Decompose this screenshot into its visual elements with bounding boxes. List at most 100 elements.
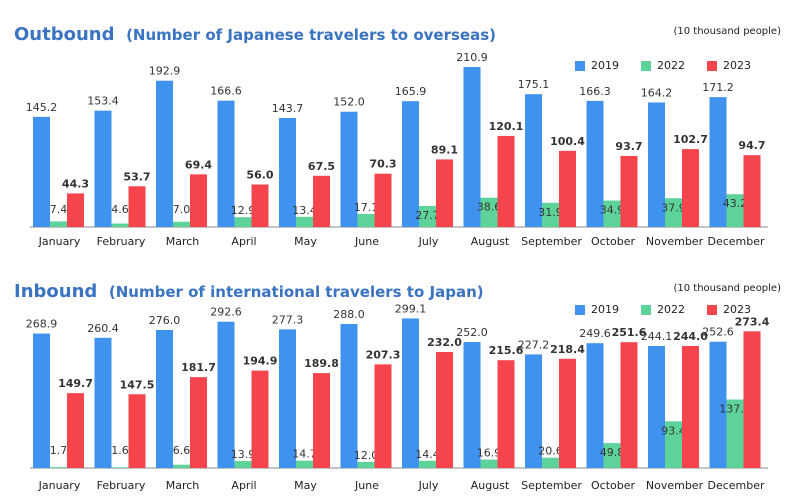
inbound-data-label-2019: 268.9 xyxy=(26,318,58,331)
outbound-category-label: April xyxy=(231,235,256,248)
inbound-title: Inbound (Number of international travele… xyxy=(14,281,484,302)
outbound-data-label-2019: 153.4 xyxy=(87,95,119,108)
inbound-bar-2022 xyxy=(542,457,559,468)
outbound-bar-2023 xyxy=(497,135,515,227)
inbound-data-label-2023: 232.0 xyxy=(427,336,462,349)
outbound-data-label-2019: 166.6 xyxy=(210,85,242,98)
outbound-bar-2019 xyxy=(33,116,50,227)
outbound-data-label-2022: 34.9 xyxy=(600,204,625,217)
outbound-bar-2022 xyxy=(173,221,190,227)
inbound-bar-2022 xyxy=(726,399,744,468)
outbound-bar-2023 xyxy=(313,175,330,227)
legend-swatch-2019 xyxy=(575,304,585,315)
inbound-data-label-2019: 260.4 xyxy=(87,322,119,335)
inbound-category-label: June xyxy=(354,479,379,492)
outbound-category-label: November xyxy=(646,235,704,248)
outbound-data-label-2019: 210.9 xyxy=(456,51,488,64)
inbound-bar-2019 xyxy=(525,354,542,468)
inbound-category-label: October xyxy=(591,479,635,492)
outbound-category-label: June xyxy=(354,235,379,248)
inbound-bar-2023 xyxy=(682,346,699,468)
outbound-bar-2022 xyxy=(111,223,129,227)
outbound-data-label-2019: 152.0 xyxy=(333,96,365,109)
inbound-subtitle: (Number of international travelers to Ja… xyxy=(108,283,484,301)
outbound-bar-2023 xyxy=(620,155,638,227)
inbound-data-label-2023: 251.6 xyxy=(612,326,647,339)
outbound-data-label-2023: 53.7 xyxy=(123,170,150,183)
inbound-category-label: May xyxy=(294,479,317,492)
inbound-data-label-2022: 1.6 xyxy=(111,444,129,457)
outbound-data-label-2022: 4.6 xyxy=(111,203,129,216)
inbound-data-label-2022: 16.9 xyxy=(477,447,502,460)
inbound-data-label-2022: 14.7 xyxy=(292,448,317,461)
outbound-category-label: May xyxy=(294,235,317,248)
inbound-bar-2022 xyxy=(173,464,190,468)
legend-label-2022: 2022 xyxy=(657,303,685,316)
inbound-bar-2023 xyxy=(743,331,761,468)
outbound-bar-2022 xyxy=(480,197,498,227)
outbound-data-label-2022: 27.7 xyxy=(415,209,440,222)
inbound-bar-2022 xyxy=(234,461,252,468)
outbound-data-label-2022: 7.4 xyxy=(50,203,68,216)
inbound-data-label-2023: 181.7 xyxy=(181,361,216,374)
inbound-bar-2019 xyxy=(463,342,481,468)
inbound-data-label-2022: 49.8 xyxy=(600,446,625,459)
inbound-bar-2023 xyxy=(559,358,576,468)
outbound-data-label-2022: 43.2 xyxy=(723,197,748,210)
inbound-data-label-2022: 20.6 xyxy=(538,445,563,458)
inbound-data-label-2023: 218.4 xyxy=(550,343,585,356)
outbound-data-label-2019: 175.1 xyxy=(518,78,550,91)
outbound-bar-2019 xyxy=(463,67,481,227)
outbound-data-label-2022: 31.9 xyxy=(538,206,563,219)
outbound-bar-2022 xyxy=(234,217,252,227)
outbound-bar-2022 xyxy=(419,205,436,227)
outbound-bar-2022 xyxy=(665,198,682,227)
outbound-data-label-2019: 143.7 xyxy=(272,102,304,115)
inbound-data-label-2023: 189.8 xyxy=(304,357,339,370)
inbound-data-label-2022: 1.7 xyxy=(50,444,68,457)
inbound-data-label-2023: 244.0 xyxy=(673,330,708,343)
inbound-unit-label: (10 thousand people) xyxy=(673,283,781,294)
outbound-data-label-2019: 165.9 xyxy=(395,85,427,98)
outbound-unit-label: (10 thousand people) xyxy=(673,26,781,37)
outbound-data-label-2023: 70.3 xyxy=(369,158,396,171)
inbound-legend: 2019 2022 2023 xyxy=(575,303,751,316)
outbound-data-label-2023: 44.3 xyxy=(62,177,89,190)
inbound-panel: Inbound (Number of international travele… xyxy=(0,260,791,498)
inbound-data-label-2019: 277.3 xyxy=(272,313,304,326)
inbound-data-label-2019: 299.1 xyxy=(395,302,427,315)
inbound-title-main: Inbound xyxy=(14,281,98,302)
outbound-data-label-2019: 171.2 xyxy=(702,81,734,94)
outbound-data-label-2023: 120.1 xyxy=(489,120,524,133)
inbound-category-label: January xyxy=(38,479,81,492)
outbound-bar-2023 xyxy=(682,149,699,227)
outbound-category-label: March xyxy=(166,235,200,248)
inbound-data-label-2023: 194.9 xyxy=(243,355,278,368)
inbound-bar-2023 xyxy=(190,377,207,468)
outbound-bar-2023 xyxy=(128,186,146,227)
inbound-data-label-2022: 13.9 xyxy=(231,448,256,461)
outbound-bar-2023 xyxy=(436,159,453,227)
inbound-data-label-2019: 227.2 xyxy=(518,338,550,351)
inbound-bar-2019 xyxy=(33,333,50,468)
outbound-bar-2022 xyxy=(542,202,559,227)
outbound-bar-2023 xyxy=(743,155,761,227)
inbound-bar-2023 xyxy=(251,370,269,468)
outbound-bar-2019 xyxy=(340,111,358,227)
outbound-bar-2023 xyxy=(67,193,84,227)
outbound-bar-2023 xyxy=(251,184,269,227)
outbound-bar-2019 xyxy=(648,102,665,227)
inbound-data-label-2023: 215.6 xyxy=(489,344,524,357)
legend-item-2019: 2019 xyxy=(575,303,619,316)
inbound-data-label-2022: 93.4 xyxy=(661,424,686,437)
inbound-bar-2022 xyxy=(111,467,129,468)
inbound-category-label: April xyxy=(231,479,256,492)
inbound-bar-2019 xyxy=(402,318,419,468)
outbound-chart: January 145.2 7.4 44.3 February 153.4 4.6 53.7 M… xyxy=(26,51,768,248)
outbound-bar-2023 xyxy=(190,174,207,227)
outbound-data-label-2023: 93.7 xyxy=(615,140,642,153)
outbound-legend: 2019 2022 2023 xyxy=(575,59,751,72)
outbound-data-label-2023: 69.4 xyxy=(185,158,212,171)
legend-item-2023: 2023 xyxy=(707,303,751,316)
inbound-category-label: February xyxy=(97,479,146,492)
